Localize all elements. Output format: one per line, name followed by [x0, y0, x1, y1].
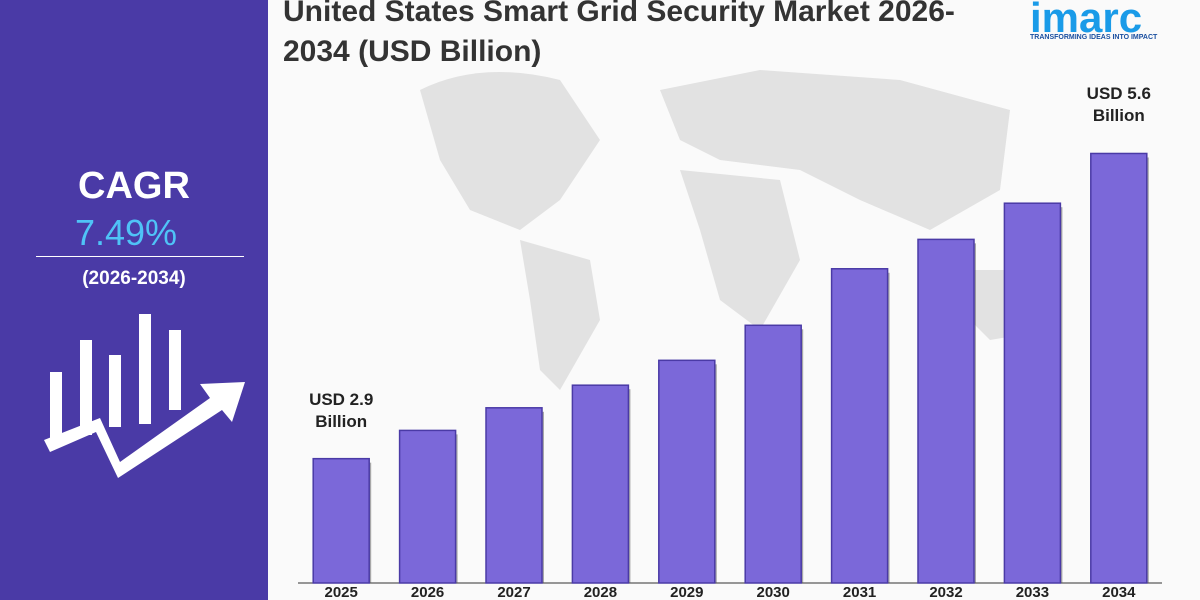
bar: [312, 457, 370, 584]
x-tick-label: 2029: [670, 584, 703, 600]
bar: [1090, 152, 1148, 584]
side-panel: CAGR 7.49% (2026-2034): [0, 0, 268, 600]
value-label: USD 5.6 Billion: [1086, 84, 1151, 126]
x-tick-label: 2027: [497, 584, 530, 600]
logo-tagline: TRANSFORMING IDEAS INTO IMPACT: [1030, 34, 1158, 41]
growth-icon: [44, 314, 245, 478]
bar: [744, 324, 802, 584]
cagr-value: 7.49%: [74, 212, 178, 253]
x-tick-label: 2031: [843, 584, 876, 600]
bar: [658, 359, 716, 584]
x-tick-label: 2025: [325, 584, 358, 600]
x-tick-label: 2030: [757, 584, 790, 600]
logo: imarc: [1030, 0, 1143, 41]
chart-title: United States Smart Grid Security Market…: [283, 0, 955, 68]
value-label: USD 2.9 Billion: [309, 389, 374, 431]
bar: [1003, 202, 1062, 584]
world-map: [420, 70, 1050, 390]
cagr-period: (2026-2034): [82, 268, 186, 289]
x-tick-label: 2034: [1102, 584, 1136, 600]
x-tick-label: 2033: [1016, 584, 1049, 600]
divider: [36, 256, 244, 257]
x-tick-label: 2028: [584, 584, 617, 600]
bar: [917, 238, 975, 584]
bar: [830, 268, 889, 584]
bar: [485, 407, 543, 584]
bar: [398, 429, 457, 584]
cagr-label: CAGR: [78, 165, 190, 207]
x-tick-label: 2032: [929, 584, 962, 600]
x-tick-label: 2026: [411, 584, 444, 600]
bar: [571, 384, 630, 584]
